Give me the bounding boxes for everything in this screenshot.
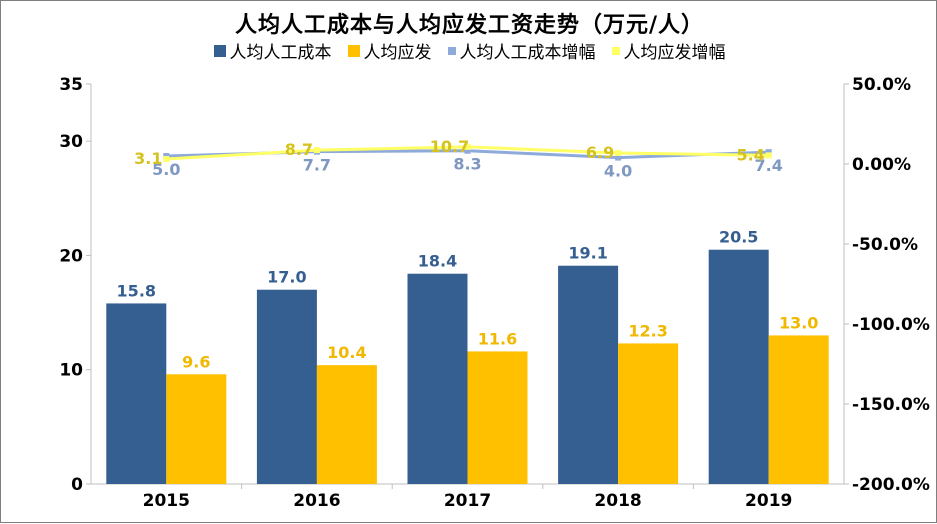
bar-label-pay: 12.3 [628, 321, 667, 340]
x-tick-label: 2017 [444, 491, 491, 511]
legend-swatch-cost [213, 44, 226, 57]
legend-item-cost-growth[interactable]: 人均人工成本增幅 [447, 38, 596, 63]
bar-pay [316, 365, 377, 484]
point-label-cost-growth: 4.0 [604, 162, 632, 181]
bar-label-cost: 15.8 [117, 281, 156, 300]
bar-label-pay: 10.4 [327, 343, 366, 362]
marker-cost-growth [464, 147, 471, 154]
marker-cost-growth [615, 154, 622, 161]
y-right-tick-label: -100.0% [852, 315, 930, 335]
legend-swatch-pay [347, 44, 360, 57]
marker-pay-growth [313, 147, 320, 154]
y-left-tick-label: 20 [59, 246, 83, 266]
x-tick-label: 2018 [594, 491, 641, 511]
point-label-cost-growth: 5.0 [152, 160, 180, 179]
bar-label-pay: 13.0 [779, 313, 818, 332]
x-tick-label: 2019 [745, 491, 792, 511]
legend-label-cost-growth: 人均人工成本增幅 [459, 43, 596, 63]
bar-pay [166, 374, 227, 484]
bar-label-cost: 19.1 [568, 244, 607, 263]
bar-label-pay: 9.6 [182, 352, 210, 371]
marker-cost-growth [163, 153, 170, 159]
marker-pay-growth [464, 143, 471, 150]
bar-cost [106, 303, 167, 484]
legend-swatch-pay-growth [611, 46, 620, 55]
point-label-pay-growth: 5.4 [737, 145, 765, 164]
marker-pay-growth [765, 152, 772, 159]
bar-label-cost: 17.0 [267, 268, 306, 287]
x-tick-label: 2015 [143, 491, 190, 511]
point-label-cost-growth: 8.3 [453, 155, 481, 174]
y-right-tick-label: -200.0% [852, 475, 930, 495]
bar-cost [708, 249, 769, 484]
bar-pay [768, 335, 829, 484]
marker-pay-growth [615, 149, 622, 156]
bar-pay [618, 343, 679, 484]
bar-label-cost: 18.4 [418, 252, 457, 271]
bar-label-pay: 11.6 [478, 329, 517, 348]
bar-cost [407, 273, 468, 484]
point-label-pay-growth: 10.7 [430, 137, 469, 156]
legend-item-cost[interactable]: 人均人工成本 [213, 38, 332, 63]
bar-pay [467, 351, 528, 484]
point-label-pay-growth: 8.7 [285, 140, 313, 159]
legend-swatch-cost-growth [447, 46, 456, 55]
bar-cost [558, 265, 619, 484]
point-label-cost-growth: 7.4 [755, 156, 783, 175]
y-right-tick-label: -50.0% [852, 235, 918, 255]
point-label-pay-growth: 3.1 [134, 149, 162, 168]
legend-label-cost: 人均人工成本 [229, 43, 332, 63]
bar-label-cost: 20.5 [719, 228, 758, 247]
y-right-tick-label: 50.0% [852, 75, 911, 95]
y-right-tick-label: 0.00% [852, 155, 911, 175]
point-label-pay-growth: 6.9 [586, 143, 614, 162]
legend-label-pay: 人均应发 [363, 43, 432, 63]
x-tick-label: 2016 [293, 491, 340, 511]
legend-item-pay[interactable]: 人均应发 [347, 38, 432, 63]
y-left-tick-label: 30 [59, 132, 83, 152]
y-left-tick-label: 35 [59, 75, 83, 95]
y-left-tick-label: 10 [59, 361, 83, 381]
y-right-tick-label: -150.0% [852, 395, 930, 415]
y-left-tick-label: 0 [71, 475, 83, 495]
legend-label-pay-growth: 人均应发增幅 [623, 43, 726, 63]
legend: 人均人工成本 人均应发 人均人工成本增幅 人均应发增幅 [1, 38, 937, 63]
legend-item-pay-growth[interactable]: 人均应发增幅 [611, 38, 726, 63]
point-label-cost-growth: 7.7 [303, 156, 331, 175]
marker-cost-growth [765, 149, 772, 156]
marker-pay-growth [163, 156, 170, 163]
bar-cost [256, 289, 317, 484]
chart-title: 人均人工成本与人均应发工资走势（万元/人） [234, 13, 705, 38]
